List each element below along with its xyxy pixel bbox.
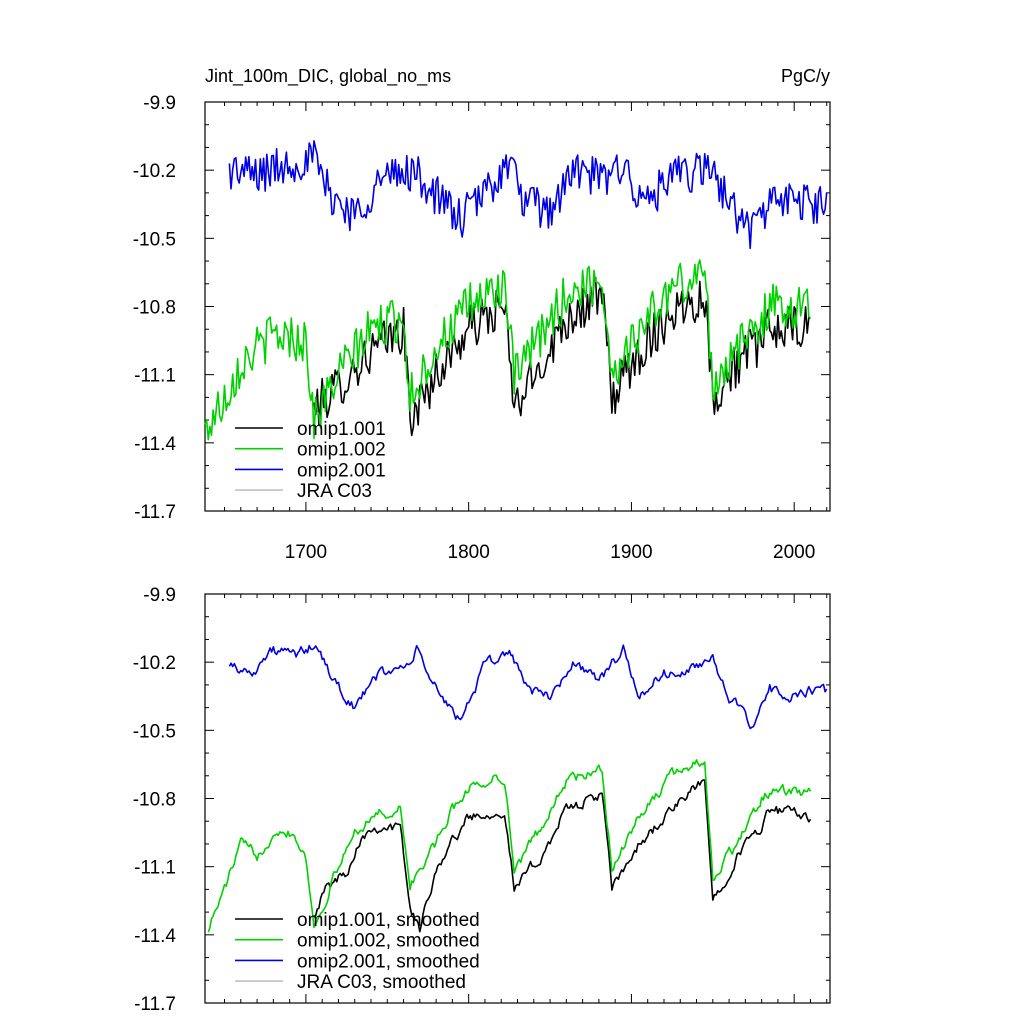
y-tick-label: -9.9 (143, 93, 176, 114)
series-line-omip1-002 (204, 259, 811, 441)
legend-label: JRA C03, smoothed (297, 972, 466, 993)
y-tick-label: -11.1 (134, 858, 176, 879)
series-line-omip2-001 (228, 140, 828, 250)
chart-units: PgC/y (781, 66, 830, 86)
panel-top: 1700 1800 1900 2000 -9.9 -10.2 -10.5 -10.8 -11.1… (133, 93, 831, 563)
legend-label: omip2.001 (297, 460, 386, 481)
legend-label: omip1.002, smoothed (297, 931, 480, 952)
y-tick-label: -9.9 (143, 585, 176, 606)
panel-bottom: -9.9 -10.2 -10.5 -10.8 -11.1 -11.4 -11.7 omip1.… (133, 585, 831, 1015)
y-tick-label: -11.7 (134, 994, 176, 1015)
x-tick-label: 2000 (773, 542, 815, 563)
y-tick-label: -10.5 (133, 721, 176, 742)
y-tick-label: -11.4 (134, 434, 176, 455)
legend-label: omip2.001, smoothed (297, 951, 480, 972)
y-tick-label: -10.8 (133, 790, 176, 811)
y-tick-label: -10.5 (133, 229, 176, 250)
series-line-omip1-002-smoothed (207, 759, 812, 933)
y-tick-label: -11.7 (134, 502, 176, 523)
x-tick-label: 1900 (610, 542, 652, 563)
legend-label: omip1.002 (297, 440, 386, 461)
y-tick-label: -10.2 (133, 653, 176, 674)
legend-label: JRA C03 (297, 481, 372, 502)
x-tick-label: 1700 (285, 542, 327, 563)
x-tick-label: 1800 (448, 542, 490, 563)
y-tick-label: -11.4 (134, 926, 176, 947)
y-tick-label: -10.8 (133, 298, 176, 319)
y-tick-label: -10.2 (133, 161, 176, 182)
legend-label: omip1.001 (297, 419, 386, 440)
chart-title: Jint_100m_DIC, global_no_ms (205, 66, 451, 87)
legend-label: omip1.001, smoothed (297, 910, 480, 931)
series-line-omip1-001 (313, 276, 811, 437)
series-line-omip2-001-smoothed (228, 644, 828, 730)
y-tick-label: -11.1 (134, 366, 176, 387)
series-line-omip1-001-smoothed (313, 779, 812, 933)
